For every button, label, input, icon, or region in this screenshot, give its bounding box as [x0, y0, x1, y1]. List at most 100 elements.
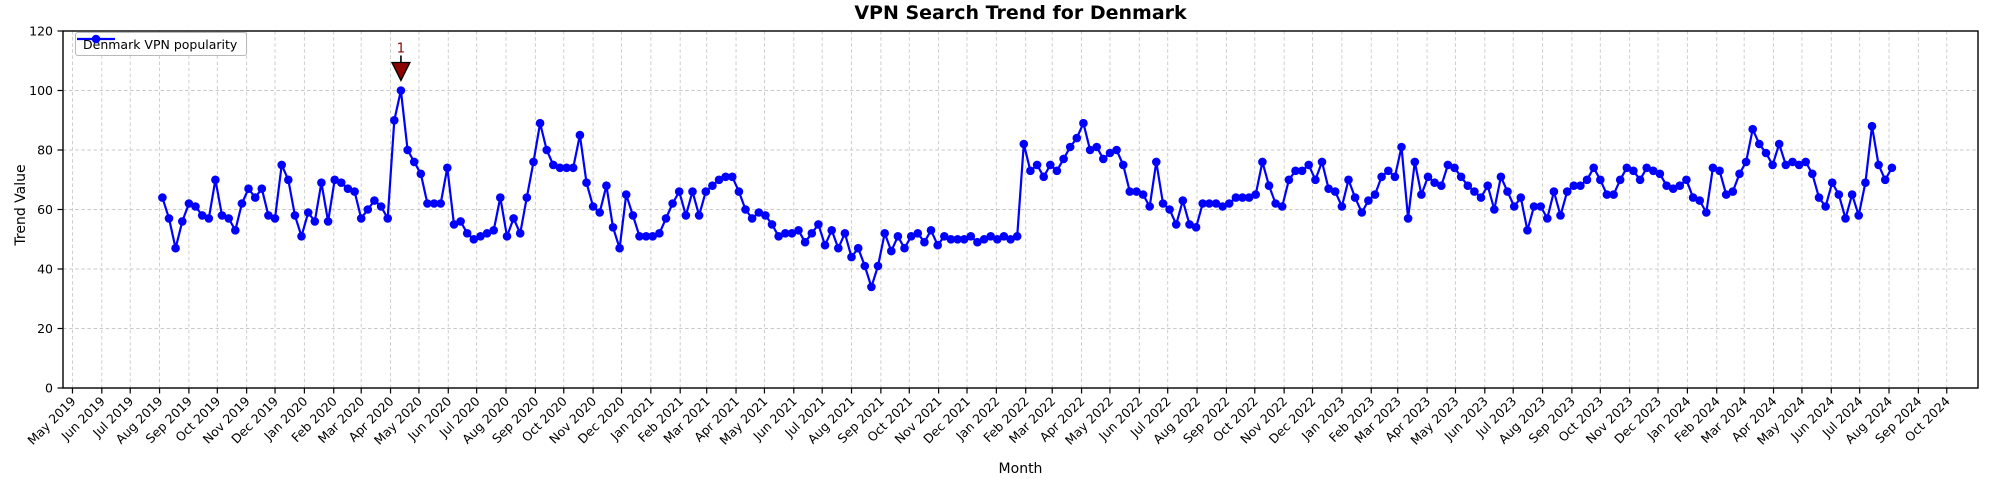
data-point-marker [1741, 157, 1751, 167]
data-point-marker [1675, 181, 1685, 190]
data-point-marker [237, 199, 247, 208]
data-point-marker [926, 226, 936, 235]
data-point-marker [1377, 172, 1386, 182]
data-point-marker [641, 232, 651, 241]
data-point-marker [840, 229, 850, 238]
y-tick-label: 0 [45, 380, 53, 395]
data-point-marker [655, 229, 664, 238]
data-point-marker [1596, 175, 1605, 185]
data-point-marker [1430, 178, 1439, 187]
data-point-marker [456, 217, 465, 226]
data-point-marker [1456, 172, 1466, 182]
y-tick-label: 100 [29, 83, 53, 98]
data-point-marker [1622, 163, 1632, 173]
data-point-marker [966, 232, 976, 241]
data-point-marker [436, 199, 446, 208]
data-point-marker [343, 184, 353, 193]
data-point-marker [1688, 193, 1698, 202]
data-point-marker [1728, 187, 1738, 196]
data-point-marker [1384, 166, 1393, 176]
data-point-marker [1390, 172, 1400, 182]
data-point-marker [893, 232, 903, 241]
data-point-marker [1635, 175, 1645, 185]
data-point-marker [1026, 166, 1035, 176]
data-point-marker [443, 163, 452, 173]
data-point-marker [708, 181, 717, 190]
data-point-marker [409, 157, 419, 167]
data-point-marker [1105, 148, 1115, 158]
data-point-marker [1808, 169, 1817, 179]
data-point-marker [582, 178, 591, 187]
data-point-marker [1794, 160, 1804, 170]
data-point-marker [568, 163, 578, 173]
data-point-marker [1450, 163, 1459, 173]
data-point-marker [1615, 175, 1625, 185]
data-point-marker [1463, 181, 1473, 190]
data-point-marker [403, 145, 412, 155]
data-point-marker [1801, 157, 1810, 167]
chart-title: VPN Search Trend for Denmark [854, 2, 1187, 24]
data-point-marker [827, 226, 836, 235]
data-point-marker [1417, 190, 1426, 199]
data-point-marker [595, 208, 604, 217]
data-point-marker [204, 214, 214, 223]
data-point-marker [197, 211, 207, 220]
data-point-marker [1708, 163, 1718, 173]
data-point-marker [900, 243, 909, 253]
data-point-marker [1317, 157, 1327, 167]
data-point-marker [1788, 157, 1797, 167]
data-point-marker [1483, 181, 1492, 190]
data-point-marker [1649, 166, 1658, 176]
data-point-marker [337, 178, 346, 187]
data-point-marker [1039, 172, 1048, 182]
data-point-marker [1357, 208, 1367, 217]
data-point-marker [575, 130, 585, 140]
data-point-marker [747, 214, 757, 223]
data-point-marker [1099, 154, 1108, 164]
data-point-marker [423, 199, 432, 208]
legend: Denmark VPN popularity [75, 32, 248, 56]
data-point-marker [1443, 160, 1453, 170]
data-point-marker [1735, 169, 1744, 179]
data-point-marker [1238, 193, 1247, 202]
data-point-marker [1490, 205, 1499, 214]
data-point-marker [681, 211, 691, 220]
data-point-marker [1178, 196, 1188, 205]
data-point-marker [913, 229, 923, 238]
data-point-marker [469, 235, 479, 244]
data-point-marker [1834, 190, 1844, 199]
data-point-marker [1861, 178, 1870, 187]
data-point-marker [1556, 211, 1565, 220]
annotation-triangle-down-icon [390, 61, 411, 82]
data-point-marker [993, 235, 1002, 244]
data-point-marker [1655, 169, 1665, 179]
data-point-marker [1330, 187, 1340, 196]
data-point-marker [800, 237, 810, 247]
data-point-marker [674, 187, 684, 196]
data-point-marker [1337, 202, 1347, 211]
data-point-marker [1397, 142, 1406, 152]
data-point-marker [1576, 181, 1585, 190]
data-point-marker [1231, 193, 1241, 202]
data-point-marker [290, 211, 300, 220]
data-point-marker [549, 160, 558, 170]
data-point-marker [621, 190, 631, 199]
data-point-marker [608, 223, 618, 232]
data-point-marker [635, 232, 644, 241]
data-point-marker [1271, 199, 1280, 208]
data-point-marker [1781, 160, 1791, 170]
data-point-marker [171, 243, 180, 253]
annotation-label: 1 [397, 42, 405, 57]
data-point-marker [350, 187, 359, 196]
data-point-marker [310, 217, 320, 226]
data-point-marker [920, 237, 929, 247]
data-point-marker [515, 229, 525, 238]
data-point-marker [211, 175, 220, 185]
data-point-marker [529, 157, 538, 167]
data-point-marker [178, 217, 187, 226]
data-point-marker [231, 226, 240, 235]
data-point-marker [1304, 160, 1313, 170]
data-point-marker [1297, 166, 1307, 176]
data-point-marker [999, 232, 1009, 241]
data-point-marker [284, 175, 293, 185]
